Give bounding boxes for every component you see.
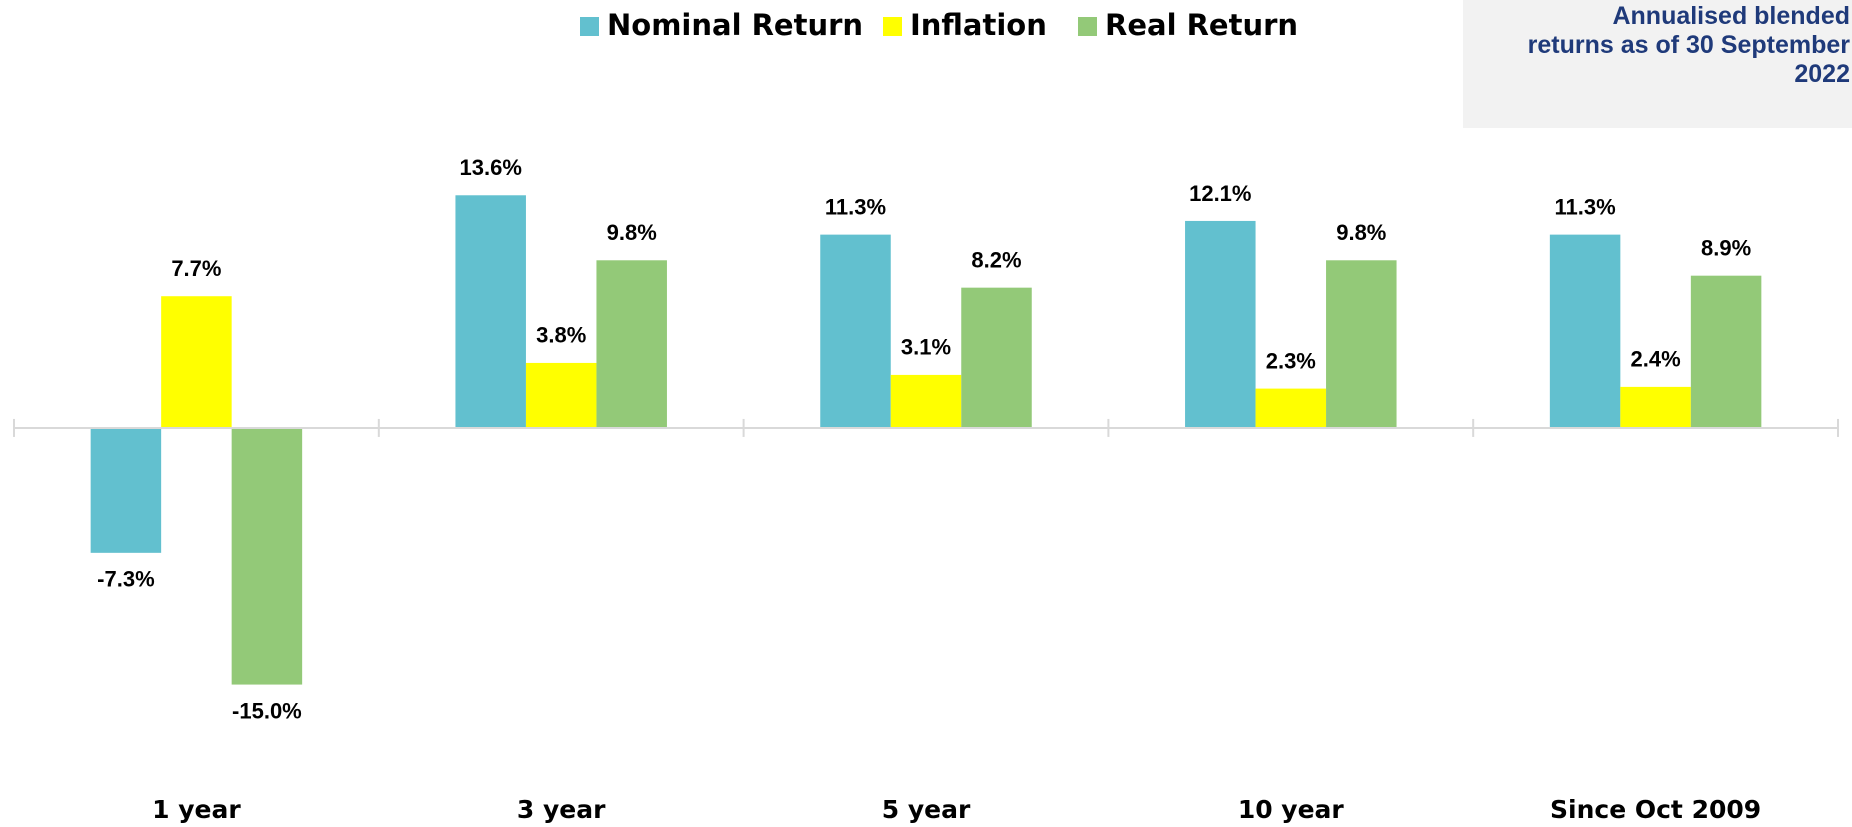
legend-label: Real Return <box>1105 8 1298 42</box>
value-label: 9.8% <box>1336 220 1386 245</box>
value-label: 7.7% <box>171 256 221 281</box>
x-tick-label: 3 year <box>517 795 606 824</box>
value-label: 13.6% <box>460 155 522 180</box>
bar <box>1255 388 1327 428</box>
value-label: 2.3% <box>1266 348 1316 373</box>
value-label: 12.1% <box>1189 181 1251 206</box>
value-label: 3.8% <box>536 323 586 348</box>
x-tick-label: 1 year <box>152 795 241 824</box>
bar <box>525 362 597 428</box>
value-label: 2.4% <box>1631 347 1681 372</box>
x-tick-label: Since Oct 2009 <box>1550 795 1761 824</box>
bar <box>820 234 891 428</box>
bar <box>890 374 962 428</box>
value-label: 11.3% <box>825 194 886 219</box>
bar <box>455 195 526 428</box>
note-box: Annualised blended returns as of 30 Sept… <box>1463 0 1852 128</box>
bar <box>90 427 162 553</box>
value-label: 8.2% <box>971 247 1021 272</box>
value-label: -7.3% <box>97 567 154 592</box>
value-label: 9.8% <box>607 220 657 245</box>
value-label: 3.1% <box>901 335 951 360</box>
x-tick-label: 10 year <box>1238 795 1345 824</box>
legend-label: Nominal Return <box>607 8 863 42</box>
note-line: returns as of 30 September <box>1527 31 1850 59</box>
value-label: 11.3% <box>1555 194 1616 219</box>
bar <box>1326 260 1397 428</box>
bar <box>1549 234 1621 428</box>
bar <box>1185 220 1256 428</box>
x-tick-label: 5 year <box>882 795 971 824</box>
bar <box>231 427 303 685</box>
value-label: 8.9% <box>1701 235 1751 260</box>
bar <box>961 287 1032 428</box>
legend-swatch <box>580 17 599 36</box>
bar <box>161 296 232 428</box>
value-label: -15.0% <box>232 698 302 723</box>
bar <box>1690 275 1762 428</box>
note-line: Annualised blended <box>1612 2 1850 30</box>
legend-label: Inflation <box>910 8 1047 42</box>
bar <box>1620 386 1691 428</box>
legend-swatch <box>1078 17 1097 36</box>
bar <box>596 260 667 428</box>
legend-swatch <box>883 17 902 36</box>
note-line: 2022 <box>1794 60 1850 88</box>
